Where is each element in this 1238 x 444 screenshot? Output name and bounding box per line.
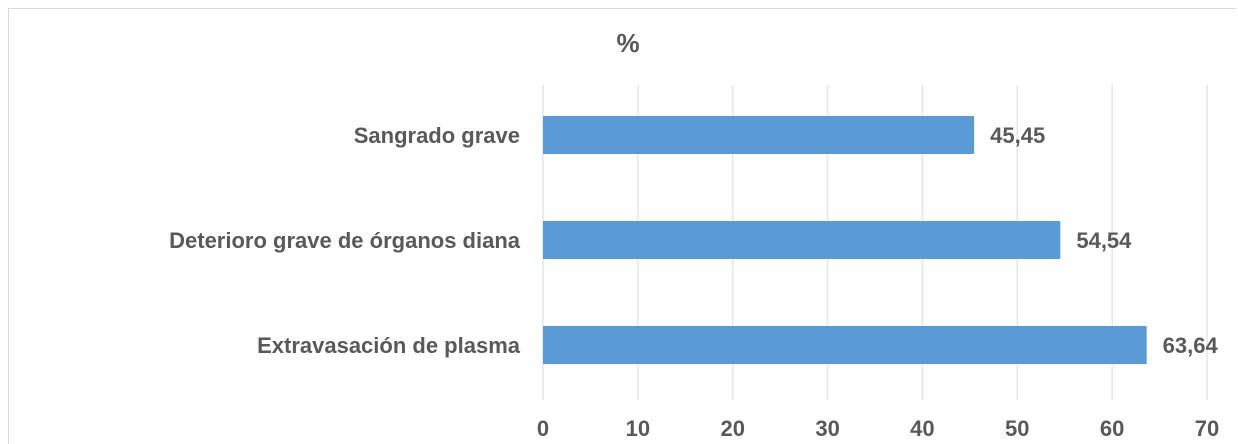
x-tick-label: 0 <box>537 416 549 441</box>
x-tick-label: 40 <box>910 416 934 441</box>
category-label: Extravasación de plasma <box>257 333 521 358</box>
chart-frame <box>8 8 1236 444</box>
x-tick-label: 70 <box>1195 416 1219 441</box>
bar <box>543 116 975 154</box>
labels: 0 10 20 30 40 50 60 70 Sangrado grave 45,45 Deteri… <box>169 123 1219 441</box>
bar <box>543 326 1147 364</box>
x-tick-label: 50 <box>1005 416 1029 441</box>
value-label: 45,45 <box>990 123 1045 148</box>
category-label: Deterioro grave de órganos diana <box>169 228 521 253</box>
x-tick-label: 30 <box>815 416 839 441</box>
value-label: 54,54 <box>1076 228 1132 253</box>
bars <box>543 116 1147 364</box>
value-label: 63,64 <box>1163 333 1219 358</box>
x-tick-label: 60 <box>1100 416 1124 441</box>
bar <box>543 221 1061 259</box>
chart-title: % <box>616 28 639 58</box>
x-tick-label: 20 <box>720 416 744 441</box>
x-tick-label: 10 <box>626 416 650 441</box>
category-label: Sangrado grave <box>354 123 520 148</box>
